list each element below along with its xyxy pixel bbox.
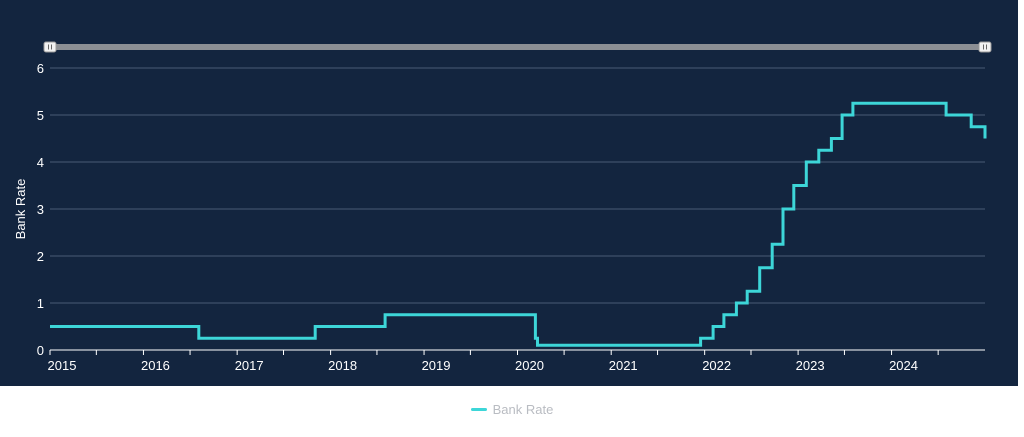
x-tick-label: 2016	[141, 358, 170, 373]
y-tick-label: 1	[37, 296, 44, 311]
y-axis: 0 1 2 3 4 5 6	[37, 61, 44, 358]
navigator-handle-left[interactable]	[43, 41, 57, 53]
x-tick-label: 2023	[796, 358, 825, 373]
y-axis-title: Bank Rate	[13, 179, 28, 240]
chart-panel: 0 1 2 3 4 5 6 2015 2016 2017 2018 2019 2020 2021 2022…	[0, 0, 1018, 386]
x-tick-label: 2018	[328, 358, 357, 373]
y-tick-label: 0	[37, 343, 44, 358]
range-navigator[interactable]	[43, 41, 992, 53]
gridlines	[50, 67, 985, 304]
series-line-bank-rate	[50, 101, 987, 347]
bank-rate-chart: 0 1 2 3 4 5 6 2015 2016 2017 2018 2019 2020 2021 2022…	[13, 41, 992, 373]
x-tick-label: 2015	[48, 358, 77, 373]
legend-item-bank-rate[interactable]: Bank Rate	[470, 402, 554, 417]
y-tick-label: 5	[37, 108, 44, 123]
legend: Bank Rate	[0, 398, 1024, 417]
x-tick-label: 2017	[235, 358, 264, 373]
x-tick-label: 2020	[515, 358, 544, 373]
y-tick-label: 2	[37, 249, 44, 264]
handle-grip[interactable]	[978, 41, 992, 53]
x-tick-label: 2021	[609, 358, 638, 373]
x-tick-label: 2024	[889, 358, 918, 373]
x-tick-label: 2022	[702, 358, 731, 373]
navigator-handle-right[interactable]	[978, 41, 992, 53]
x-axis: 2015 2016 2017 2018 2019 2020 2021 2022 2023 2024	[48, 349, 985, 373]
y-tick-label: 4	[37, 155, 44, 170]
navigator-track[interactable]	[50, 44, 985, 50]
x-tick-label: 2019	[422, 358, 451, 373]
legend-swatch	[470, 408, 487, 411]
y-tick-label: 6	[37, 61, 44, 76]
y-tick-label: 3	[37, 202, 44, 217]
series-layer	[50, 101, 987, 347]
legend-label: Bank Rate	[492, 402, 554, 417]
handle-grip[interactable]	[43, 41, 57, 53]
